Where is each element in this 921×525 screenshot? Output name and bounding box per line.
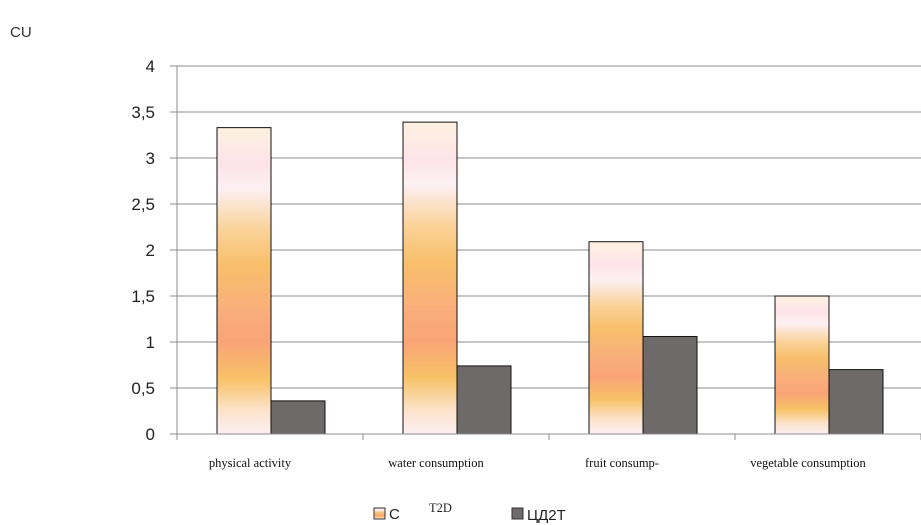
gridlines <box>170 65 921 435</box>
y-tick-labels: 0 0,5 1 1,5 2 2,5 3 3,5 4 <box>131 57 155 444</box>
legend: C T2D ЦД2Т <box>373 501 566 524</box>
y-unit-label: CU <box>10 24 32 41</box>
bar-series-1 <box>216 127 272 435</box>
bar-series-1 <box>402 121 458 435</box>
legend-swatch-series-2 <box>511 507 524 520</box>
x-axis <box>176 433 921 440</box>
y-tick-label: 1,5 <box>131 287 155 306</box>
y-tick-label: 3 <box>146 149 155 168</box>
x-tick-label: physical activity <box>209 456 292 470</box>
bar-series-1 <box>774 295 830 435</box>
y-tick-label: 3,5 <box>131 103 155 122</box>
y-tick-label: 0 <box>146 425 155 444</box>
legend-label-series-1: C <box>389 506 400 523</box>
y-tick-label: 0,5 <box>131 379 155 398</box>
legend-label-series-1-suffix: T2D <box>429 501 452 515</box>
legend-label-series-2: ЦД2Т <box>527 507 566 524</box>
bar-series-2 <box>270 400 326 435</box>
bar-series-2 <box>456 365 512 435</box>
bar-series-2 <box>642 335 698 435</box>
y-tick-label: 2,5 <box>131 195 155 214</box>
x-tick-label: vegetable consumption <box>750 456 866 470</box>
x-tick-label: water consumption <box>388 456 484 470</box>
y-tick-label: 2 <box>146 241 155 260</box>
bars <box>216 121 884 435</box>
y-tick-label: 1 <box>146 333 155 352</box>
bar-series-1 <box>588 241 644 435</box>
legend-swatch-series-1 <box>373 507 386 520</box>
y-tick-label: 4 <box>146 57 155 76</box>
bar-series-2 <box>828 369 884 435</box>
x-tick-labels: physical activity water consumption fruit … <box>209 456 867 470</box>
x-tick-label: fruit consump- <box>585 456 659 470</box>
